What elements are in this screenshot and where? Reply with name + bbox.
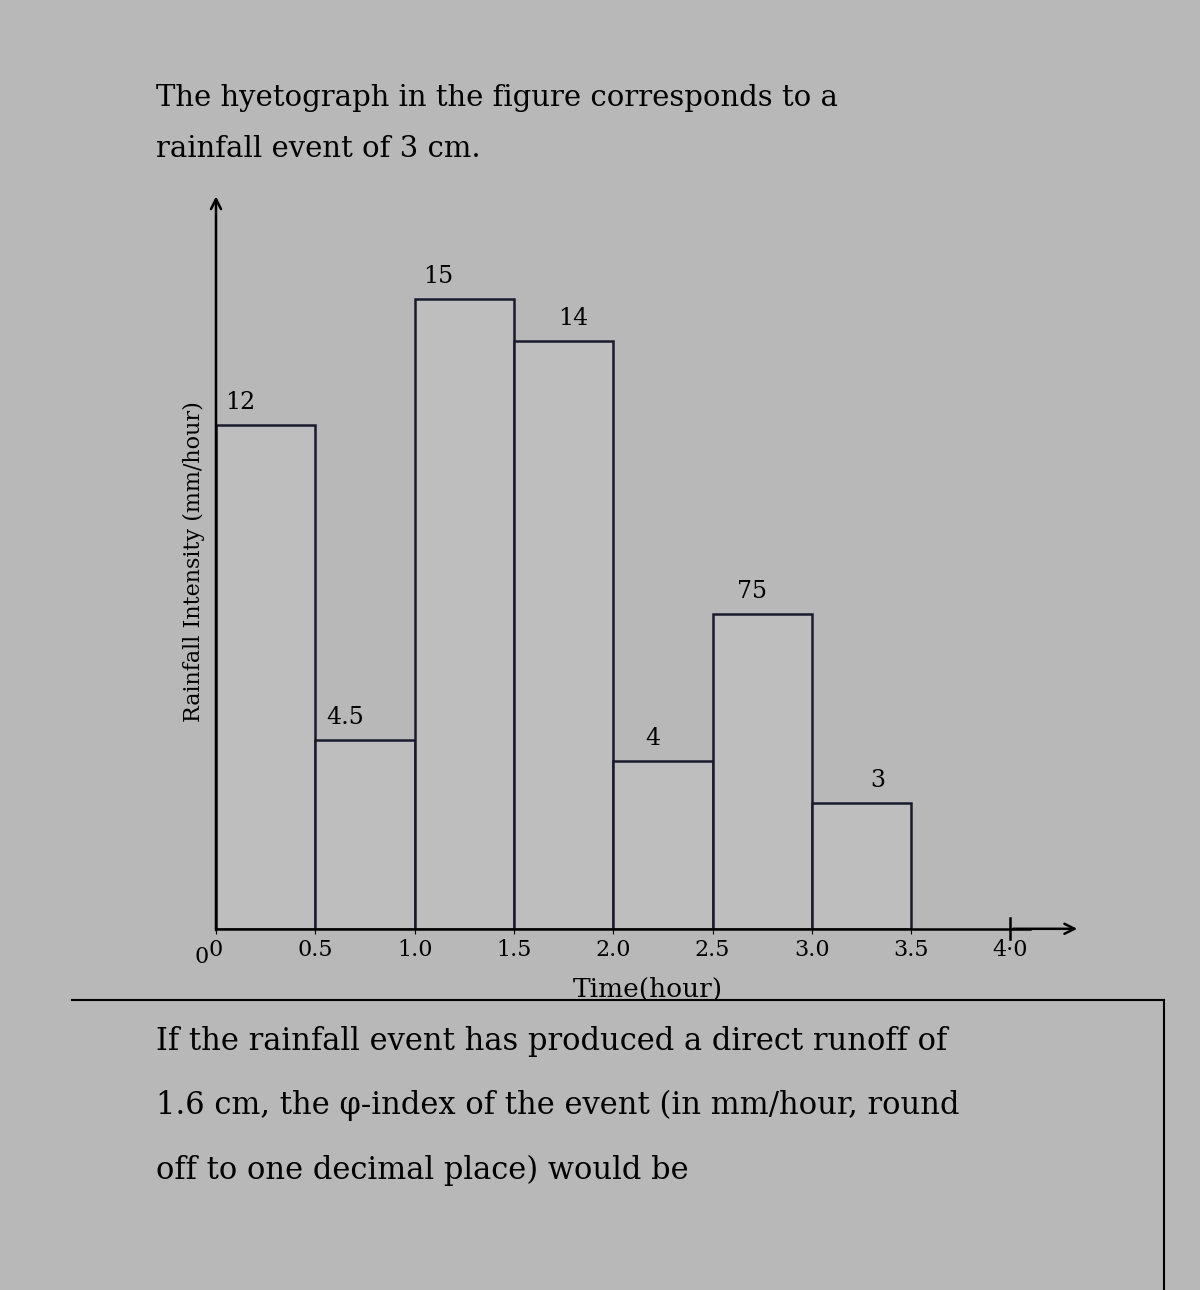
Bar — [216, 424, 316, 929]
Text: 1.6 cm, the φ-index of the event (in mm/hour, round: 1.6 cm, the φ-index of the event (in mm/… — [156, 1090, 960, 1121]
Text: The hyetograph in the figure corresponds to a: The hyetograph in the figure corresponds… — [156, 84, 838, 112]
Text: 12: 12 — [224, 391, 254, 414]
Bar — [316, 739, 415, 929]
Bar — [514, 341, 613, 929]
Text: 3: 3 — [870, 769, 884, 792]
X-axis label: Time(hour): Time(hour) — [572, 978, 724, 1002]
Bar — [415, 298, 514, 929]
Text: If the rainfall event has produced a direct runoff of: If the rainfall event has produced a dir… — [156, 1026, 947, 1057]
Text: 4: 4 — [646, 728, 660, 751]
Text: 0: 0 — [194, 946, 209, 968]
Text: off to one decimal place) would be: off to one decimal place) would be — [156, 1155, 689, 1186]
Text: 75: 75 — [737, 580, 767, 604]
Y-axis label: Rainfall Intensity (mm/hour): Rainfall Intensity (mm/hour) — [182, 401, 205, 721]
Text: 4.5: 4.5 — [326, 706, 364, 729]
Bar — [812, 802, 911, 929]
Text: 14: 14 — [558, 307, 589, 330]
Text: rainfall event of 3 cm.: rainfall event of 3 cm. — [156, 135, 481, 164]
Bar — [713, 614, 812, 929]
Text: 15: 15 — [424, 264, 454, 288]
Bar — [613, 761, 713, 929]
